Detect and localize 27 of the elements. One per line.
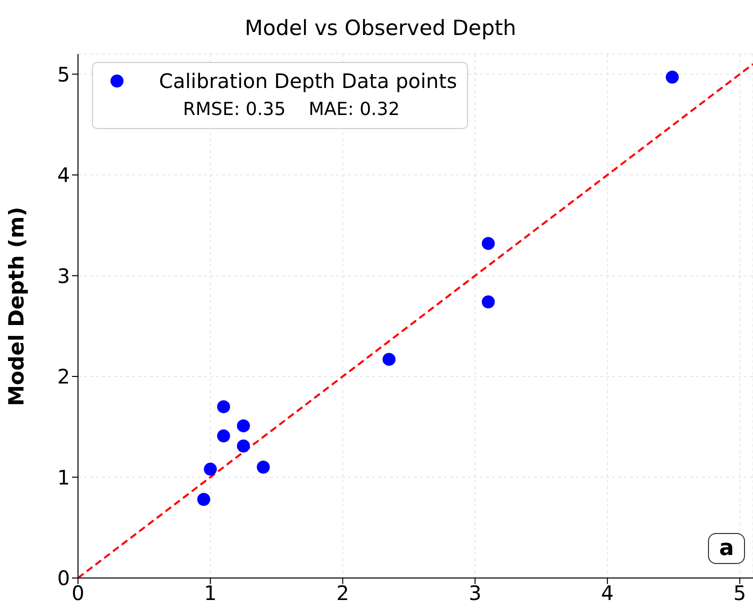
y-tick-label: 2 (57, 364, 70, 389)
legend-label: Calibration Depth Data points (159, 69, 457, 93)
legend-box: Calibration Depth Data points RMSE: 0.35 MAE: 0.32 (92, 62, 468, 129)
point (482, 295, 495, 308)
point (204, 462, 217, 476)
y-tick-label: 0 (57, 566, 70, 590)
y-tick-label: 5 (57, 62, 70, 86)
point (382, 352, 396, 366)
annotation: a (708, 533, 745, 564)
point (256, 460, 270, 474)
point (197, 492, 210, 506)
point (217, 429, 230, 442)
point (666, 70, 679, 84)
x-tick-label: 3 (468, 581, 482, 606)
y-tick-label: 4 (57, 163, 70, 188)
y-tick-label: 1 (57, 465, 70, 490)
x-tick-label: 5 (733, 581, 746, 606)
point (236, 419, 250, 432)
point (217, 400, 230, 414)
x-tick-label: 2 (336, 581, 350, 606)
x-tick-label: 4 (601, 581, 614, 606)
point (482, 236, 495, 250)
y-tick-label: 3 (57, 264, 70, 288)
point (236, 439, 250, 452)
annotation: RMSE: 0.35 MAE: 0.32 (183, 99, 401, 120)
chart-title: Model vs Observed Depth (244, 15, 518, 42)
x-tick-label: 1 (204, 581, 217, 606)
